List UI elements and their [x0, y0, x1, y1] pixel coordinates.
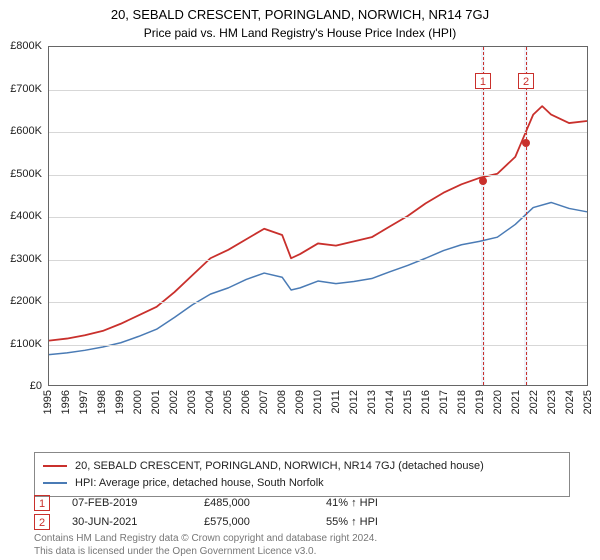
x-axis-label: 2017 — [438, 390, 450, 414]
footer-line: Contains HM Land Registry data © Crown c… — [34, 532, 377, 545]
callout-marker: 1 — [475, 73, 491, 89]
x-axis-label: 2002 — [168, 390, 180, 414]
y-axis-label: £700K — [0, 83, 42, 95]
legend-label: 20, SEBALD CRESCENT, PORINGLAND, NORWICH… — [75, 458, 484, 475]
chart-subtitle: Price paid vs. HM Land Registry's House … — [0, 24, 600, 40]
sale-price: £485,000 — [204, 494, 304, 513]
x-axis-label: 2014 — [384, 390, 396, 414]
series-svg — [49, 47, 587, 385]
y-axis-label: £100K — [0, 338, 42, 350]
chart-area: £0£100K£200K£300K£400K£500K£600K£700K£80… — [48, 46, 588, 416]
x-axis-label: 2011 — [330, 390, 342, 414]
sale-date: 07-FEB-2019 — [72, 494, 182, 513]
x-axis-label: 2024 — [564, 390, 576, 414]
y-axis-label: £400K — [0, 210, 42, 222]
sale-marker: 2 — [34, 514, 50, 530]
x-axis-label: 1995 — [42, 390, 54, 414]
event-vertical-line — [526, 47, 527, 385]
x-axis-label: 1996 — [60, 390, 72, 414]
x-axis-label: 2007 — [258, 390, 270, 414]
x-axis-label: 2005 — [222, 390, 234, 414]
x-axis-label: 2008 — [276, 390, 288, 414]
sale-price: £575,000 — [204, 513, 304, 532]
x-axis-label: 2001 — [150, 390, 162, 414]
gridline — [49, 132, 587, 133]
event-vertical-line — [483, 47, 484, 385]
x-axis-label: 1997 — [78, 390, 90, 414]
gridline — [49, 260, 587, 261]
chart-title: 20, SEBALD CRESCENT, PORINGLAND, NORWICH… — [0, 0, 600, 24]
sale-dot — [522, 139, 530, 147]
x-axis-label: 2010 — [312, 390, 324, 414]
y-axis-label: £0 — [0, 380, 42, 392]
x-axis-label: 2006 — [240, 390, 252, 414]
legend-swatch — [43, 465, 67, 467]
x-axis-label: 2004 — [204, 390, 216, 414]
legend-label: HPI: Average price, detached house, Sout… — [75, 475, 324, 492]
plot-area: 12 — [48, 46, 588, 386]
series-price_paid — [49, 106, 587, 341]
gridline — [49, 175, 587, 176]
gridline — [49, 90, 587, 91]
footer-attribution: Contains HM Land Registry data © Crown c… — [34, 532, 377, 558]
x-axis-label: 1999 — [114, 390, 126, 414]
x-axis-label: 2020 — [492, 390, 504, 414]
x-axis-label: 2025 — [582, 390, 594, 414]
sale-marker: 1 — [34, 495, 50, 511]
legend-swatch — [43, 482, 67, 484]
y-axis-label: £800K — [0, 40, 42, 52]
x-axis-label: 2000 — [132, 390, 144, 414]
x-axis-label: 2019 — [474, 390, 486, 414]
chart-container: 20, SEBALD CRESCENT, PORINGLAND, NORWICH… — [0, 0, 600, 560]
gridline — [49, 302, 587, 303]
y-axis-label: £600K — [0, 125, 42, 137]
sale-vs-hpi: 55% ↑ HPI — [326, 513, 446, 532]
table-row: 1 07-FEB-2019 £485,000 41% ↑ HPI — [34, 494, 570, 513]
x-axis-label: 2022 — [528, 390, 540, 414]
legend-box: 20, SEBALD CRESCENT, PORINGLAND, NORWICH… — [34, 452, 570, 497]
x-axis-label: 1998 — [96, 390, 108, 414]
x-axis-label: 2009 — [294, 390, 306, 414]
x-axis-label: 2023 — [546, 390, 558, 414]
x-axis-label: 2013 — [366, 390, 378, 414]
y-axis-label: £500K — [0, 168, 42, 180]
sales-table: 1 07-FEB-2019 £485,000 41% ↑ HPI 2 30-JU… — [34, 494, 570, 531]
sale-vs-hpi: 41% ↑ HPI — [326, 494, 446, 513]
gridline — [49, 217, 587, 218]
legend-row: HPI: Average price, detached house, Sout… — [43, 475, 561, 492]
x-axis-label: 2021 — [510, 390, 522, 414]
x-axis-label: 2012 — [348, 390, 360, 414]
callout-marker: 2 — [518, 73, 534, 89]
x-axis-label: 2003 — [186, 390, 198, 414]
legend-row: 20, SEBALD CRESCENT, PORINGLAND, NORWICH… — [43, 458, 561, 475]
table-row: 2 30-JUN-2021 £575,000 55% ↑ HPI — [34, 513, 570, 532]
x-axis-label: 2016 — [420, 390, 432, 414]
gridline — [49, 345, 587, 346]
x-axis-label: 2015 — [402, 390, 414, 414]
sale-dot — [479, 177, 487, 185]
x-axis-label: 2018 — [456, 390, 468, 414]
y-axis-label: £200K — [0, 295, 42, 307]
y-axis-label: £300K — [0, 253, 42, 265]
footer-line: This data is licensed under the Open Gov… — [34, 545, 377, 558]
series-hpi — [49, 202, 587, 354]
sale-date: 30-JUN-2021 — [72, 513, 182, 532]
